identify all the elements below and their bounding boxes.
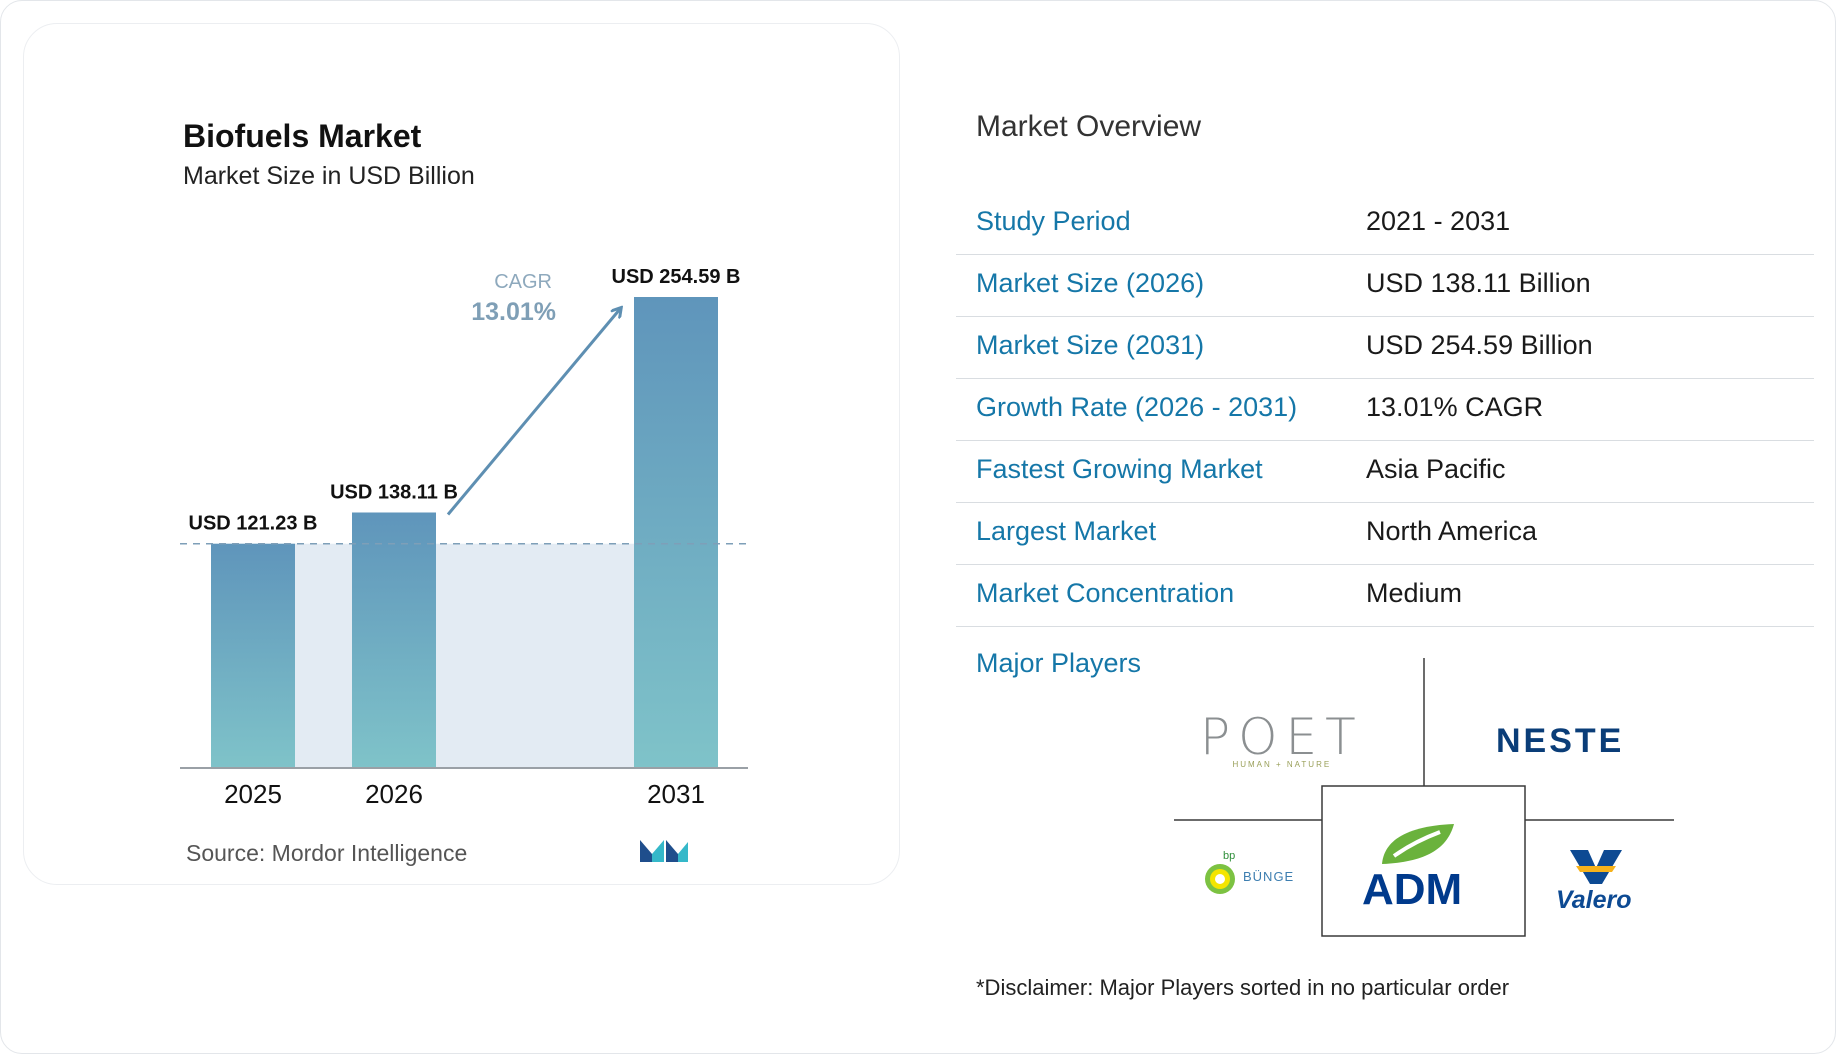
overview-row-fastest-growing-market: Fastest Growing Market Asia Pacific — [956, 440, 1814, 503]
data-label-2025: USD 121.23 B — [189, 513, 318, 535]
valero-v-icon — [1570, 850, 1622, 884]
bp-text: bp — [1223, 850, 1236, 862]
overview-label: Market Concentration — [976, 578, 1235, 608]
x-tick-2025: 2025 — [224, 779, 282, 809]
overview-value: USD 254.59 Billion — [1366, 330, 1593, 360]
adm-wordmark: ADM — [1362, 865, 1463, 914]
overview-label: Fastest Growing Market — [976, 454, 1263, 484]
major-players-label: Major Players — [976, 648, 1142, 678]
x-tick-2031: 2031 — [647, 779, 705, 809]
overview-label: Largest Market — [976, 516, 1157, 546]
overview-value: 13.01% CAGR — [1366, 392, 1544, 422]
mordor-intelligence-logo — [640, 840, 688, 862]
x-tick-2026: 2026 — [365, 779, 423, 809]
overview-row-market-size-2031: Market Size (2031) USD 254.59 Billion — [956, 316, 1814, 379]
overview-label: Market Size (2031) — [976, 330, 1205, 360]
overview-value: Asia Pacific — [1366, 454, 1506, 484]
neste-logo: NESTE — [1496, 722, 1625, 760]
poet-logo: POET HUMAN + NATURE — [1200, 712, 1364, 769]
overview-value: 2021 - 2031 — [1366, 206, 1511, 236]
cagr-label: CAGR — [494, 271, 552, 293]
overview-value: Medium — [1366, 578, 1463, 608]
overview-label: Growth Rate (2026 - 2031) — [976, 392, 1298, 422]
poet-wordmark: POET — [1200, 708, 1364, 766]
poet-tagline: HUMAN + NATURE — [1232, 760, 1332, 769]
overview-value: North America — [1366, 516, 1538, 546]
valero-wordmark: Valero — [1556, 886, 1632, 914]
overview-label: Study Period — [976, 206, 1131, 236]
overview-row-market-concentration: Market Concentration Medium — [956, 564, 1814, 627]
market-overview-title: Market Overview — [976, 110, 1202, 143]
source-text: Source: Mordor Intelligence — [186, 840, 468, 866]
bar-2031 — [634, 297, 718, 768]
cagr-value: 13.01% — [471, 298, 556, 326]
overview-label: Market Size (2026) — [976, 268, 1205, 298]
chart-subtitle: Market Size in USD Billion — [183, 162, 475, 190]
overview-row-growth-rate: Growth Rate (2026 - 2031) 13.01% CAGR — [956, 378, 1814, 441]
chart-title: Biofuels Market — [183, 118, 422, 154]
data-label-2026: USD 138.11 B — [330, 481, 458, 503]
bp-helios-icon — [1205, 864, 1235, 894]
overview-row-study-period: Study Period 2021 - 2031 — [956, 192, 1814, 255]
overview-row-largest-market: Largest Market North America — [956, 502, 1814, 565]
adm-leaf-icon — [1382, 824, 1454, 864]
bar-chart: USD 121.23 B 2025 USD 138.11 B 2026 USD 254.… — [180, 266, 752, 809]
bar-2025 — [211, 543, 295, 768]
disclaimer-text: *Disclaimer: Major Players sorted in no … — [976, 975, 1510, 1000]
bar-2026 — [352, 512, 436, 768]
overview-value: USD 138.11 Billion — [1366, 268, 1591, 298]
overview-row-market-size-2026: Market Size (2026) USD 138.11 Billion — [956, 254, 1814, 317]
data-label-2031: USD 254.59 B — [612, 266, 741, 288]
cagr-arrow — [446, 309, 620, 516]
bunge-wordmark: BÜNGE — [1243, 869, 1295, 884]
